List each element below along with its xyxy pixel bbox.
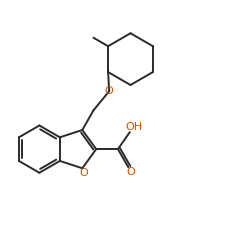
Text: O: O xyxy=(79,168,88,178)
Text: O: O xyxy=(127,167,135,177)
Text: O: O xyxy=(105,86,114,96)
Text: OH: OH xyxy=(125,121,142,132)
